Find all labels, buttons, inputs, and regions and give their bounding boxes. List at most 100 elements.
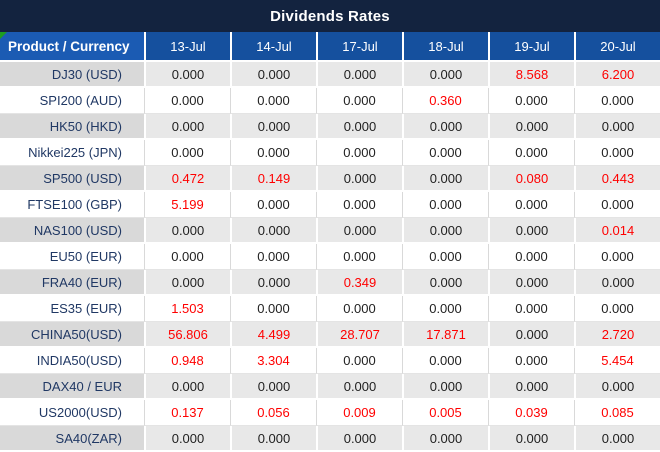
value-cell: 0.000 (488, 296, 574, 322)
value-cell: 0.000 (574, 244, 660, 270)
header-cell-date: 17-Jul (316, 32, 402, 62)
table-row: DAX40 / EUR 0.000 0.000 0.000 0.000 0.000 0.00… (0, 374, 660, 400)
value-cell: 0.000 (574, 426, 660, 452)
value-cell: 0.056 (230, 400, 316, 426)
value-cell: 0.000 (574, 192, 660, 218)
value-cell: 0.000 (230, 140, 316, 166)
value-cell: 0.000 (144, 374, 230, 400)
value-cell: 0.000 (230, 426, 316, 452)
value-cell: 0.000 (144, 88, 230, 114)
value-cell: 0.948 (144, 348, 230, 374)
product-cell: US2000(USD) (0, 400, 144, 426)
value-cell: 0.000 (488, 140, 574, 166)
value-cell: 0.000 (574, 374, 660, 400)
value-cell: 0.443 (574, 166, 660, 192)
product-cell: DAX40 / EUR (0, 374, 144, 400)
value-cell: 0.000 (316, 374, 402, 400)
value-cell: 0.000 (316, 166, 402, 192)
value-cell: 0.000 (316, 296, 402, 322)
value-cell: 0.080 (488, 166, 574, 192)
value-cell: 0.000 (144, 218, 230, 244)
header-cell-date: 14-Jul (230, 32, 316, 62)
value-cell: 8.568 (488, 62, 574, 88)
value-cell: 0.000 (316, 426, 402, 452)
corner-flag-icon (0, 32, 7, 39)
value-cell: 0.000 (488, 322, 574, 348)
value-cell: 0.000 (316, 244, 402, 270)
table-header-row: Product / Currency 13-Jul 14-Jul 17-Jul 18-J… (0, 32, 660, 62)
value-cell: 0.000 (144, 244, 230, 270)
value-cell: 0.000 (144, 426, 230, 452)
page-title: Dividends Rates (270, 7, 390, 25)
value-cell: 0.000 (402, 270, 488, 296)
table-row: HK50 (HKD) 0.000 0.000 0.000 0.000 0.000 0.000 (0, 114, 660, 140)
value-cell: 0.000 (402, 192, 488, 218)
value-cell: 0.000 (488, 374, 574, 400)
product-cell: FTSE100 (GBP) (0, 192, 144, 218)
header-cell-date: 13-Jul (144, 32, 230, 62)
value-cell: 0.000 (230, 374, 316, 400)
value-cell: 0.000 (230, 88, 316, 114)
value-cell: 0.000 (402, 426, 488, 452)
value-cell: 56.806 (144, 322, 230, 348)
value-cell: 28.707 (316, 322, 402, 348)
value-cell: 0.360 (402, 88, 488, 114)
value-cell: 1.503 (144, 296, 230, 322)
table-row: FRA40 (EUR) 0.000 0.000 0.349 0.000 0.000 0.00… (0, 270, 660, 296)
product-cell: NAS100 (USD) (0, 218, 144, 244)
value-cell: 0.000 (402, 114, 488, 140)
value-cell: 0.000 (574, 88, 660, 114)
value-cell: 0.000 (316, 62, 402, 88)
value-cell: 0.000 (402, 348, 488, 374)
product-cell: INDIA50(USD) (0, 348, 144, 374)
value-cell: 0.000 (402, 140, 488, 166)
value-cell: 5.199 (144, 192, 230, 218)
table-row: US2000(USD) 0.137 0.056 0.009 0.005 0.039 0.08… (0, 400, 660, 426)
value-cell: 0.000 (144, 140, 230, 166)
value-cell: 0.000 (316, 114, 402, 140)
header-cell-date: 19-Jul (488, 32, 574, 62)
value-cell: 0.000 (144, 270, 230, 296)
table-row: NAS100 (USD) 0.000 0.000 0.000 0.000 0.000 0.0… (0, 218, 660, 244)
value-cell: 0.000 (402, 62, 488, 88)
product-cell: EU50 (EUR) (0, 244, 144, 270)
value-cell: 0.349 (316, 270, 402, 296)
value-cell: 0.000 (488, 114, 574, 140)
product-cell: CHINA50(USD) (0, 322, 144, 348)
header-cell-product: Product / Currency (0, 32, 144, 62)
product-cell: Nikkei225 (JPN) (0, 140, 144, 166)
value-cell: 3.304 (230, 348, 316, 374)
table-row: SP500 (USD) 0.472 0.149 0.000 0.000 0.080 0.44… (0, 166, 660, 192)
dividends-table: Product / Currency 13-Jul 14-Jul 17-Jul 18-J… (0, 32, 660, 452)
table-row: EU50 (EUR) 0.000 0.000 0.000 0.000 0.000 0.000 (0, 244, 660, 270)
value-cell: 0.000 (316, 218, 402, 244)
value-cell: 2.720 (574, 322, 660, 348)
value-cell: 0.472 (144, 166, 230, 192)
value-cell: 0.000 (402, 166, 488, 192)
value-cell: 0.000 (230, 296, 316, 322)
value-cell: 0.000 (316, 140, 402, 166)
value-cell: 0.149 (230, 166, 316, 192)
header-cell-date: 20-Jul (574, 32, 660, 62)
table-row: ES35 (EUR) 1.503 0.000 0.000 0.000 0.000 0.000 (0, 296, 660, 322)
value-cell: 0.000 (316, 88, 402, 114)
value-cell: 0.000 (402, 296, 488, 322)
value-cell: 0.000 (144, 114, 230, 140)
value-cell: 0.000 (488, 192, 574, 218)
value-cell: 0.000 (574, 270, 660, 296)
value-cell: 0.000 (144, 62, 230, 88)
value-cell: 17.871 (402, 322, 488, 348)
value-cell: 0.000 (316, 192, 402, 218)
table-body: DJ30 (USD) 0.000 0.000 0.000 0.000 8.568 6.200… (0, 62, 660, 452)
table-row: SPI200 (AUD) 0.000 0.000 0.000 0.360 0.000 0.0… (0, 88, 660, 114)
value-cell: 0.000 (230, 62, 316, 88)
table-row: INDIA50(USD) 0.948 3.304 0.000 0.000 0.000 5.4… (0, 348, 660, 374)
value-cell: 0.000 (574, 296, 660, 322)
value-cell: 0.000 (230, 114, 316, 140)
value-cell: 0.039 (488, 400, 574, 426)
value-cell: 0.000 (488, 426, 574, 452)
value-cell: 0.000 (230, 244, 316, 270)
table-row: Nikkei225 (JPN) 0.000 0.000 0.000 0.000 0.000… (0, 140, 660, 166)
product-cell: SA40(ZAR) (0, 426, 144, 452)
